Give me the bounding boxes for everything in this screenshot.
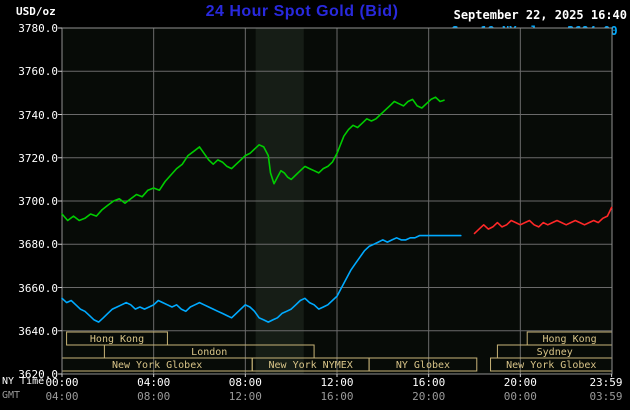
- y-tick-label: 3700.0: [18, 195, 58, 208]
- x-tick-label-ny: 04:00: [137, 376, 171, 389]
- y-axis-units-label: USD/oz: [16, 5, 56, 18]
- x-tick-label-ny: 23:59: [589, 376, 623, 389]
- y-tick-label: 3660.0: [18, 281, 58, 295]
- y-tick-label: 3720.0: [18, 151, 58, 165]
- x-tick-label-ny: 20:00: [503, 376, 537, 389]
- page-title: 24 Hour Spot Gold (Bid): [205, 3, 399, 20]
- x-tick-label-gmt: 00:00: [503, 390, 537, 403]
- x-tick-label-gmt: 12:00: [228, 390, 262, 403]
- x-tick-label-ny: 12:00: [320, 376, 354, 389]
- series-line-1: [473, 206, 613, 235]
- session-label: Hong Kong: [543, 334, 597, 345]
- session-label: New York NYMEX: [268, 360, 352, 371]
- x-axis-gmt-label: GMT: [2, 390, 21, 401]
- x-axis-ny-time-label: NY Time: [2, 376, 45, 387]
- y-tick-label: 3780.0: [18, 22, 58, 35]
- series-line-0: [61, 234, 462, 323]
- x-tick-label-gmt: 16:00: [320, 390, 354, 403]
- x-tick-label-gmt: 03:59: [589, 390, 623, 403]
- y-tick-label: 3740.0: [18, 108, 58, 122]
- session-box: [368, 357, 478, 372]
- x-tick-label-gmt: 08:00: [137, 390, 171, 403]
- y-tick-label: 3680.0: [18, 238, 58, 252]
- session-label: London: [191, 347, 227, 358]
- y-tick-label: 3760.0: [18, 65, 58, 79]
- series-line-2: [61, 96, 445, 222]
- y-tick-label: 3620.0: [18, 368, 58, 381]
- session-label: New York Globex: [112, 360, 202, 371]
- x-tick-label-gmt: 20:00: [412, 390, 446, 403]
- y-tick-label: 3640.0: [18, 324, 58, 338]
- x-tick-label-ny: 00:00: [45, 376, 79, 389]
- chart-datetime: September 22, 2025 16:40: [453, 8, 627, 22]
- session-label: Sydney: [537, 347, 573, 358]
- x-tick-label-ny: 16:00: [412, 376, 446, 389]
- session-label: NY Globex: [396, 360, 450, 371]
- x-tick-label-ny: 08:00: [228, 376, 262, 389]
- session-label: Hong Kong: [90, 334, 144, 345]
- session-label: New York Globex: [506, 360, 596, 371]
- x-tick-label-gmt: 04:00: [45, 390, 79, 403]
